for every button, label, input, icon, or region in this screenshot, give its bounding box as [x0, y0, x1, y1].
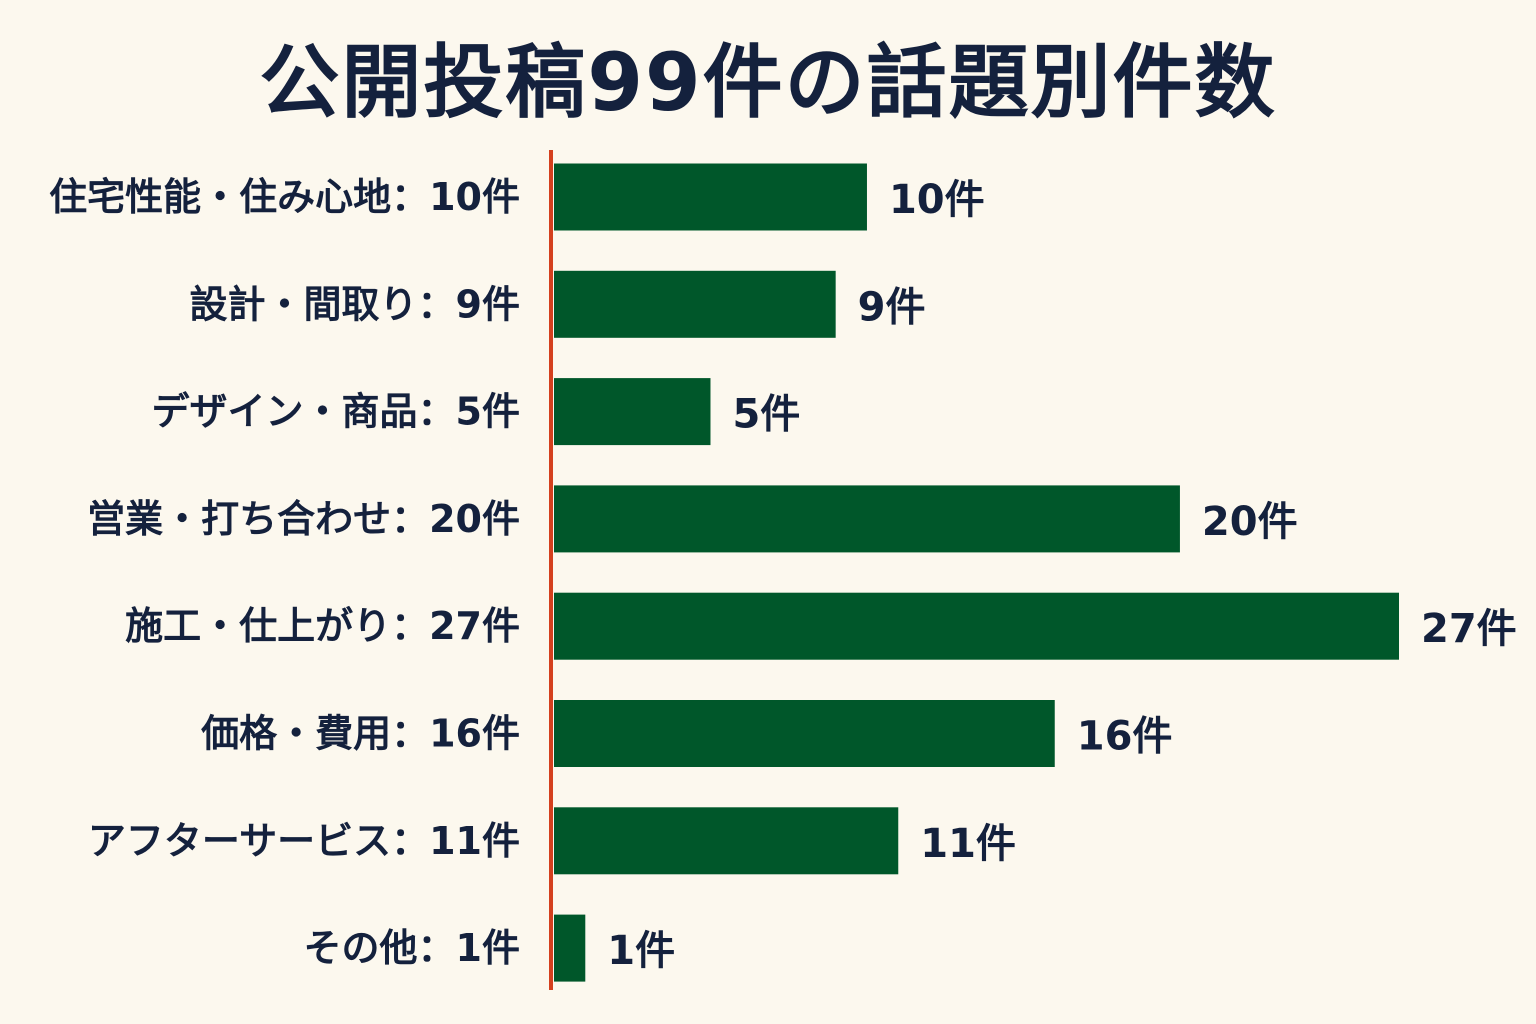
- value-label-8: 1件: [607, 928, 675, 974]
- value-label-6: 16件: [1077, 714, 1173, 760]
- value-label-1: 10件: [889, 177, 985, 223]
- bar-5: [554, 592, 1399, 660]
- value-label-4: 20件: [1202, 499, 1298, 545]
- bar-2: [554, 270, 836, 338]
- category-label-5: 施工・仕上がり：27件: [125, 604, 520, 648]
- category-label-1: 住宅性能・住み心地：10件: [49, 175, 520, 219]
- bar-6: [554, 700, 1055, 767]
- value-label-3: 5件: [732, 392, 800, 438]
- category-label-8: その他：1件: [304, 926, 520, 970]
- category-label-4: 営業・打ち合わせ：20件: [87, 497, 520, 541]
- bar-1: [554, 163, 867, 231]
- category-label-3: デザイン・商品：5件: [152, 390, 520, 434]
- bar-4: [554, 485, 1180, 553]
- category-label-2: 設計・間取り：9件: [190, 282, 520, 326]
- bar-8: [554, 914, 586, 982]
- bar-7: [554, 807, 899, 875]
- chart-title: 公開投稿99件の話題別件数: [259, 36, 1277, 129]
- value-label-2: 9件: [858, 284, 926, 330]
- bar-3: [554, 378, 711, 446]
- category-label-7: アフターサービス：11件: [88, 819, 520, 863]
- bars-group: [554, 163, 1399, 982]
- value-label-7: 11件: [920, 821, 1016, 867]
- category-label-6: 価格・費用：16件: [200, 712, 520, 756]
- value-label-5: 27件: [1421, 606, 1517, 652]
